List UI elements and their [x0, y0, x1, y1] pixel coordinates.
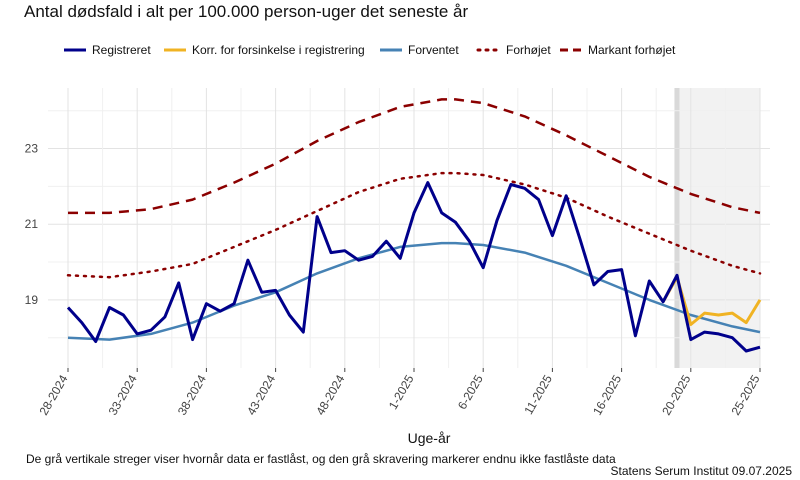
- x-tick-label: 6-2025: [455, 372, 486, 412]
- x-tick-label: 1-2025: [386, 372, 417, 412]
- x-axis-label: Uge-år: [408, 430, 451, 446]
- x-tick-label: 38-2024: [175, 372, 209, 417]
- series-line-3: [66, 171, 762, 279]
- x-tick-label: 48-2024: [313, 372, 347, 417]
- series-line-0: [66, 181, 761, 353]
- x-tick-label: 20-2025: [659, 372, 693, 417]
- x-tick-label: 25-2025: [728, 372, 762, 417]
- y-tick-label: 19: [25, 293, 39, 307]
- source-credit: Statens Serum Institut 09.07.2025: [610, 464, 792, 478]
- unlocked-data-shading: [676, 88, 760, 368]
- footnote: De grå vertikale streger viser hvornår d…: [26, 452, 616, 466]
- plot-area: 19 21 23 28-2024 33-2024 38-2024 43-2024 48-202…: [25, 88, 770, 446]
- y-tick-label: 21: [25, 217, 39, 231]
- legend-label-2: Forventet: [408, 43, 459, 57]
- legend-label-4: Markant forhøjet: [588, 43, 676, 57]
- series-line-2: [67, 241, 761, 341]
- legend: Registreret Korr. for forsinkelse i regis…: [64, 43, 676, 57]
- x-tick-label: 28-2024: [36, 372, 70, 417]
- x-tick-label: 16-2025: [590, 372, 624, 417]
- x-tick-label: 11-2025: [521, 372, 555, 417]
- chart-title: Antal dødsfald i alt per 100.000 person-…: [24, 2, 469, 21]
- x-tick-label: 33-2024: [106, 372, 140, 417]
- legend-label-3: Forhøjet: [506, 43, 551, 57]
- legend-label-1: Korr. for forsinkelse i registrering: [192, 43, 365, 57]
- legend-label-0: Registreret: [92, 43, 151, 57]
- series-line-4: [68, 98, 761, 215]
- x-tick-label: 43-2024: [244, 372, 278, 417]
- y-tick-label: 23: [25, 142, 39, 156]
